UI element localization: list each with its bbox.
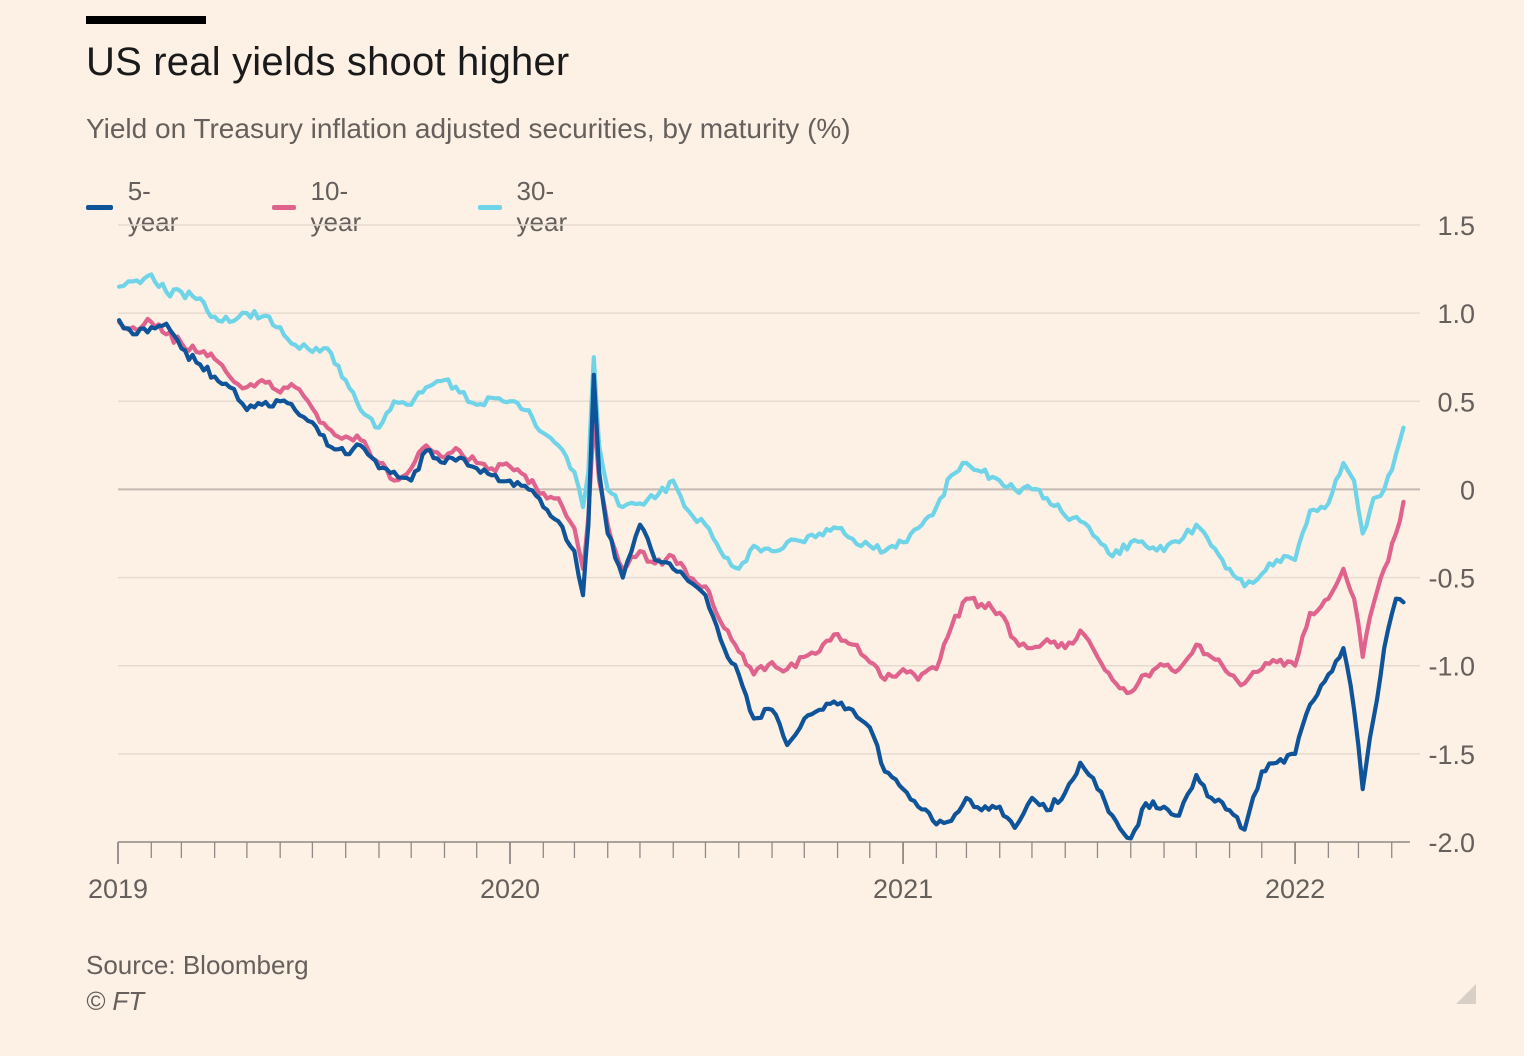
y-axis-labels: 1.5 1.0 0.5 0 -0.5 -1.0 -1.5 -2.0 <box>1428 211 1475 858</box>
resize-corner-icon <box>1456 984 1476 1004</box>
series-line-10-year <box>117 316 1406 696</box>
x-axis: 2019 2020 2021 2022 <box>88 841 1410 904</box>
series-lines <box>117 272 1406 841</box>
y-tick-label: -2.0 <box>1428 828 1475 858</box>
copyright-note: © FT <box>86 986 145 1016</box>
legend-item-10-year: 10-year <box>272 176 372 238</box>
y-tick-label: 1.0 <box>1437 299 1475 329</box>
source-note: Source: Bloomberg <box>86 950 309 980</box>
gridlines <box>118 224 1420 755</box>
x-tick-label: 2019 <box>88 874 148 904</box>
x-tick-label: 2021 <box>873 874 933 904</box>
chart-title: US real yields shoot higher <box>86 40 570 84</box>
legend-label-5-year: 5-year <box>127 176 179 237</box>
legend-item-30-year: 30-year <box>478 176 578 238</box>
legend-item-5-year: 5-year <box>86 176 186 238</box>
y-tick-label: -0.5 <box>1428 564 1475 594</box>
y-tick-label: -1.5 <box>1428 740 1475 770</box>
y-tick-label: -1.0 <box>1428 652 1475 682</box>
header-accent-bar <box>86 16 206 24</box>
x-tick-label: 2020 <box>480 874 540 904</box>
y-tick-label: 1.5 <box>1437 211 1475 241</box>
legend-swatch-30-year <box>478 204 502 210</box>
x-tick-label: 2022 <box>1265 874 1325 904</box>
chart-subtitle: Yield on Treasury inflation adjusted sec… <box>86 113 851 144</box>
y-tick-label: 0.5 <box>1437 387 1475 417</box>
series-line-5-year <box>117 318 1406 841</box>
legend-label-30-year: 30-year <box>516 176 568 237</box>
series-line-30-year <box>117 272 1406 589</box>
y-tick-label: 0 <box>1460 475 1475 505</box>
legend-swatch-5-year <box>86 204 113 210</box>
legend-swatch-10-year <box>272 204 296 210</box>
legend-label-10-year: 10-year <box>310 176 362 237</box>
